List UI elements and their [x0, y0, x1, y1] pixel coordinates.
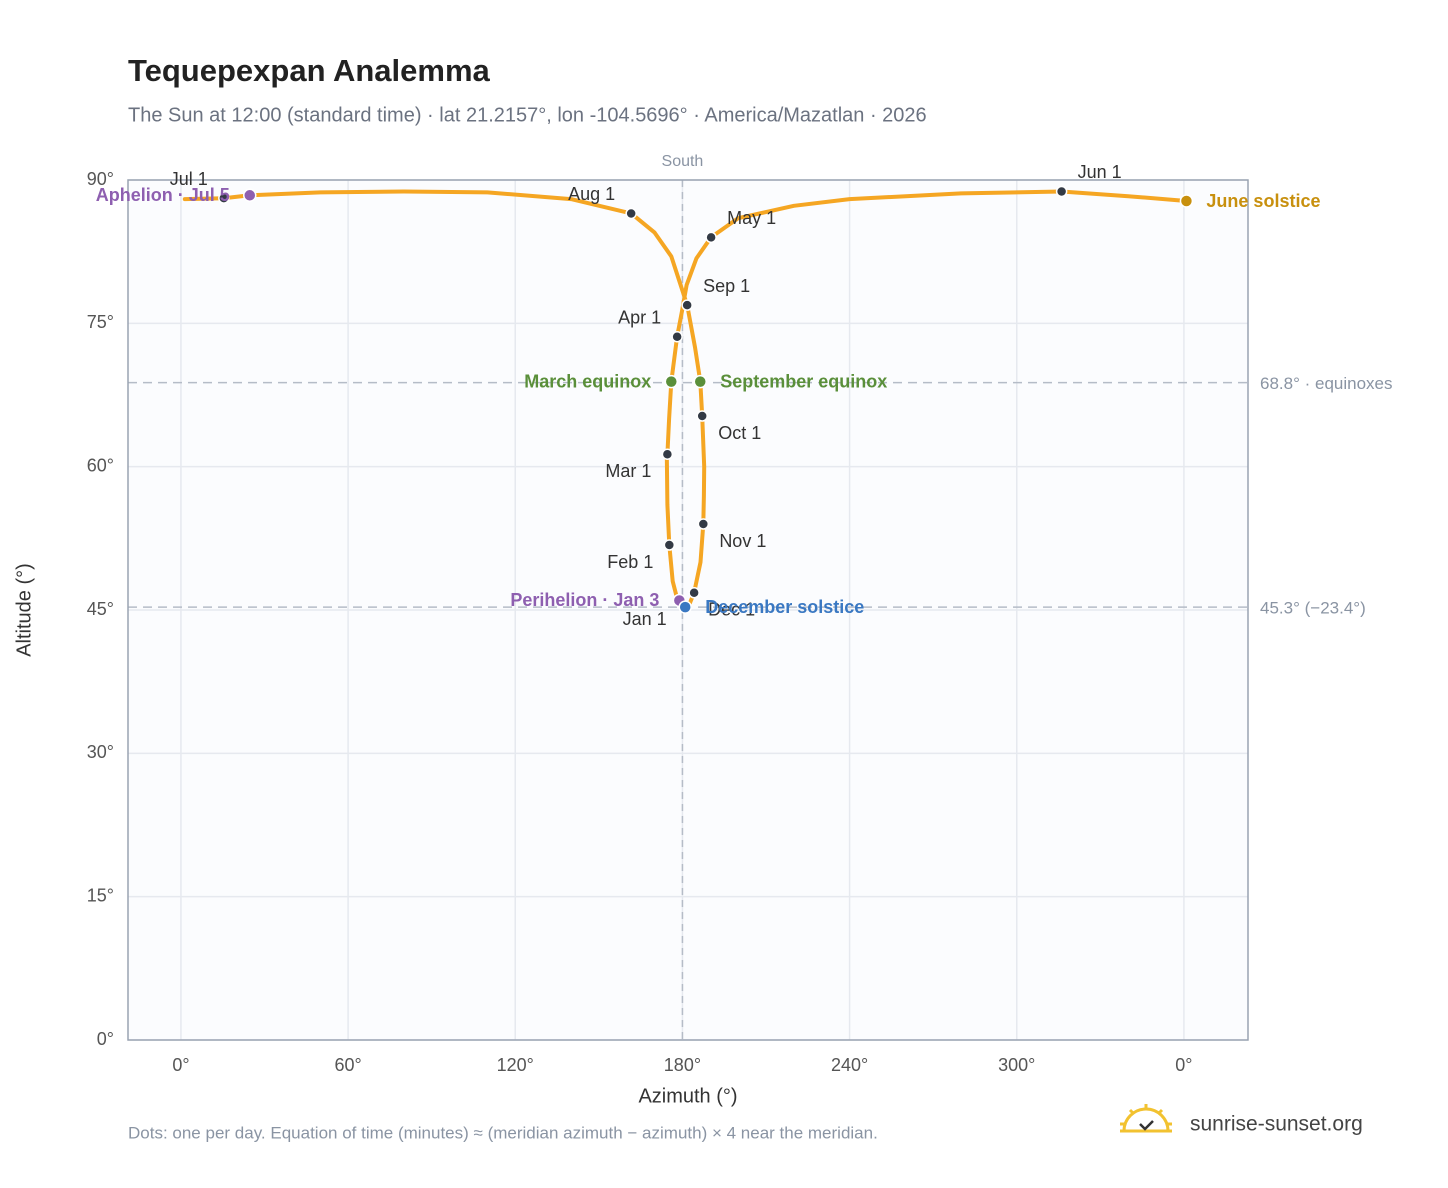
event-label: March equinox — [524, 371, 651, 391]
month-marker — [625, 207, 637, 220]
y-tick-label: 90° — [87, 169, 114, 189]
x-tick-label: 300° — [998, 1055, 1035, 1075]
month-label: Jul 1 — [170, 169, 208, 189]
reference-label: 68.8° · equinoxes — [1260, 374, 1393, 393]
month-label: Mar 1 — [605, 461, 651, 481]
month-marker — [697, 518, 710, 530]
month-label: Jun 1 — [1078, 162, 1122, 182]
y-tick-label: 75° — [87, 312, 114, 332]
month-label: May 1 — [727, 208, 776, 228]
month-marker — [1055, 185, 1068, 198]
event-marker — [678, 600, 692, 614]
month-marker — [671, 330, 683, 343]
x-axis-title: Azimuth (°) — [638, 1085, 737, 1107]
event-marker — [693, 374, 708, 389]
event-marker — [1179, 194, 1194, 208]
month-label: Dec 1 — [708, 600, 755, 620]
month-label: Sep 1 — [703, 276, 750, 296]
x-tick-label: 60° — [334, 1055, 361, 1075]
x-tick-label: 0° — [172, 1055, 189, 1075]
y-tick-label: 15° — [87, 885, 114, 905]
x-tick-label: 0° — [1175, 1055, 1192, 1075]
brand: sunrise-sunset.org — [1190, 1113, 1363, 1136]
month-marker — [705, 231, 717, 244]
x-tick-label: 180° — [664, 1055, 701, 1075]
plot-frame — [127, 179, 1249, 1041]
y-tick-label: 60° — [87, 455, 114, 475]
month-marker — [661, 448, 674, 460]
footnote: Dots: one per day. Equation of time (min… — [128, 1123, 878, 1142]
month-label: Aug 1 — [568, 184, 615, 204]
month-label: Nov 1 — [719, 531, 766, 551]
reference-label: 45.3° (−23.4°) — [1260, 599, 1366, 618]
month-label: Jan 1 — [623, 609, 667, 629]
month-marker — [218, 192, 230, 204]
x-tick-label: 120° — [497, 1055, 534, 1075]
meridian-label: South — [662, 153, 704, 170]
brand-logo — [1120, 1104, 1172, 1133]
event-label: Aphelion · Jul 5 — [96, 185, 230, 205]
month-label: Apr 1 — [618, 307, 661, 327]
chart-subtitle: The Sun at 12:00 (standard time) · lat 2… — [128, 104, 927, 126]
y-tick-label: 0° — [97, 1029, 114, 1049]
event-marker — [664, 374, 679, 389]
event-label: June solstice — [1206, 191, 1320, 211]
y-axis-title: Altitude (°) — [13, 563, 35, 657]
month-marker — [696, 410, 708, 422]
chart-title: Tequepexpan Analemma — [128, 53, 491, 88]
month-label: Feb 1 — [607, 552, 653, 572]
month-marker — [681, 299, 693, 311]
event-label: September equinox — [720, 371, 887, 391]
month-label: Oct 1 — [718, 423, 761, 443]
event-marker — [243, 188, 257, 203]
event-label: December solstice — [705, 597, 864, 617]
x-tick-label: 240° — [831, 1055, 868, 1075]
y-tick-label: 30° — [87, 742, 114, 762]
y-tick-label: 45° — [87, 599, 114, 619]
month-marker — [663, 539, 676, 551]
month-marker — [688, 587, 700, 599]
event-label: Perihelion · Jan 3 — [510, 590, 659, 610]
